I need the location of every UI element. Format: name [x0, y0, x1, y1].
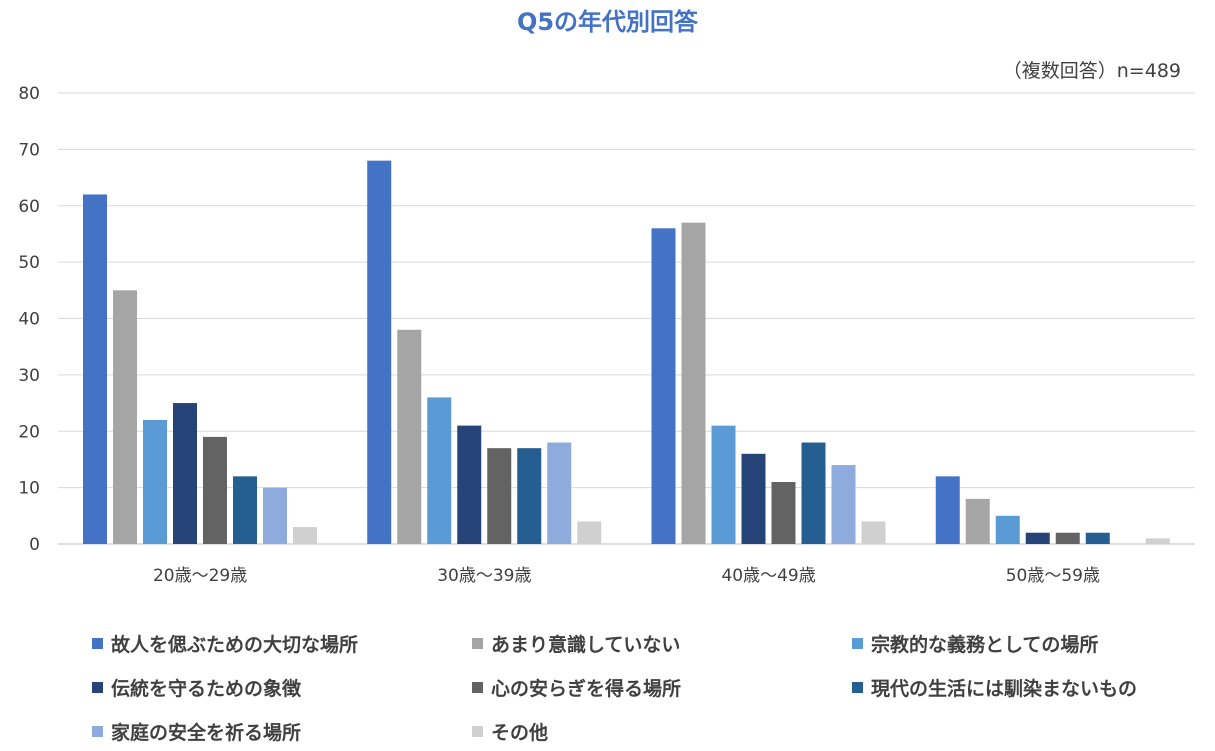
legend-item: 家庭の安全を祈る場所 [92, 716, 472, 746]
bar [995, 515, 1020, 544]
bar [771, 481, 796, 544]
legend-label: あまり意識していない [491, 633, 681, 656]
bars [83, 160, 1170, 545]
legend-swatch [852, 637, 863, 649]
bar [547, 442, 572, 544]
bar [831, 465, 856, 544]
y-axis-ticks: 0 10 20 30 40 50 60 70 80 [18, 84, 40, 555]
legend-swatch [472, 725, 483, 737]
legend-item: 現代の生活には馴染まないもの [852, 672, 1192, 702]
bar [1085, 532, 1110, 544]
legend-item: その他 [472, 716, 852, 746]
bar [367, 160, 392, 544]
legend-swatch [472, 637, 483, 649]
bar [143, 419, 167, 544]
legend-label: その他 [491, 721, 549, 744]
bar [741, 453, 766, 544]
bar [1055, 532, 1080, 544]
bar [517, 448, 542, 544]
legend-label: 心の安らぎを得る場所 [491, 677, 682, 700]
bar [965, 498, 990, 544]
legend-swatch [92, 637, 103, 649]
y-tick-label: 20 [18, 422, 40, 442]
bar [293, 527, 317, 544]
legend-label: 宗教的な義務としての場所 [871, 633, 1099, 656]
legend-swatch [92, 725, 103, 737]
y-tick-label: 70 [18, 140, 40, 160]
bar [427, 397, 452, 544]
sample-size-note: （複数回答）n=489 [1002, 60, 1181, 82]
legend-label: 家庭の安全を祈る場所 [111, 721, 302, 744]
bar [173, 403, 197, 544]
bar [487, 448, 512, 544]
legend-swatch [852, 681, 863, 693]
y-tick-label: 30 [18, 366, 40, 386]
chart-title: Q5の年代別回答 [516, 8, 699, 36]
bar [577, 521, 602, 544]
bar [397, 329, 422, 544]
x-tick-label: 20歳〜29歳 [153, 566, 247, 586]
legend-item: 宗教的な義務としての場所 [852, 628, 1192, 658]
bar [1025, 532, 1050, 544]
x-tick-label: 40歳〜49歳 [721, 566, 815, 586]
bar [935, 476, 960, 544]
legend-item: 心の安らぎを得る場所 [472, 672, 852, 702]
bar [263, 487, 287, 544]
legend-label: 故人を偲ぶための大切な場所 [111, 633, 359, 656]
y-tick-label: 50 [18, 253, 40, 273]
bar [801, 442, 826, 544]
bar [1145, 538, 1170, 544]
legend-item: 故人を偲ぶための大切な場所 [92, 628, 472, 658]
legend-swatch [92, 681, 103, 693]
y-tick-label: 60 [18, 197, 40, 217]
legend: 故人を偲ぶための大切な場所 あまり意識していない 宗教的な義務としての場所伝統を守る… [92, 628, 1192, 746]
bar-chart: 0 10 20 30 40 50 60 70 80 20歳〜29歳 30歳〜39歳 40歳〜49歳 5… [18, 84, 1195, 586]
bar [681, 222, 706, 544]
y-tick-label: 80 [18, 84, 40, 104]
x-tick-label: 30歳〜39歳 [437, 566, 531, 586]
y-tick-label: 40 [18, 310, 40, 330]
bar [203, 436, 227, 544]
y-tick-label: 0 [29, 535, 40, 555]
bar [711, 425, 736, 544]
x-tick-label: 50歳〜59歳 [1006, 566, 1100, 586]
bar [83, 194, 107, 544]
legend-label: 現代の生活には馴染まないもの [871, 677, 1138, 700]
gridlines [58, 92, 1195, 545]
bar [113, 290, 137, 544]
legend-swatch [472, 681, 483, 693]
bar [457, 425, 482, 544]
legend-item: 伝統を守るための象徴 [92, 672, 472, 702]
bar [651, 228, 676, 545]
bar [233, 476, 257, 544]
legend-label: 伝統を守るための象徴 [111, 677, 302, 700]
legend-item: あまり意識していない [472, 628, 852, 658]
x-axis-ticks: 20歳〜29歳 30歳〜39歳 40歳〜49歳 50歳〜59歳 [153, 566, 1100, 586]
bar [861, 521, 886, 544]
y-tick-label: 10 [18, 479, 40, 499]
